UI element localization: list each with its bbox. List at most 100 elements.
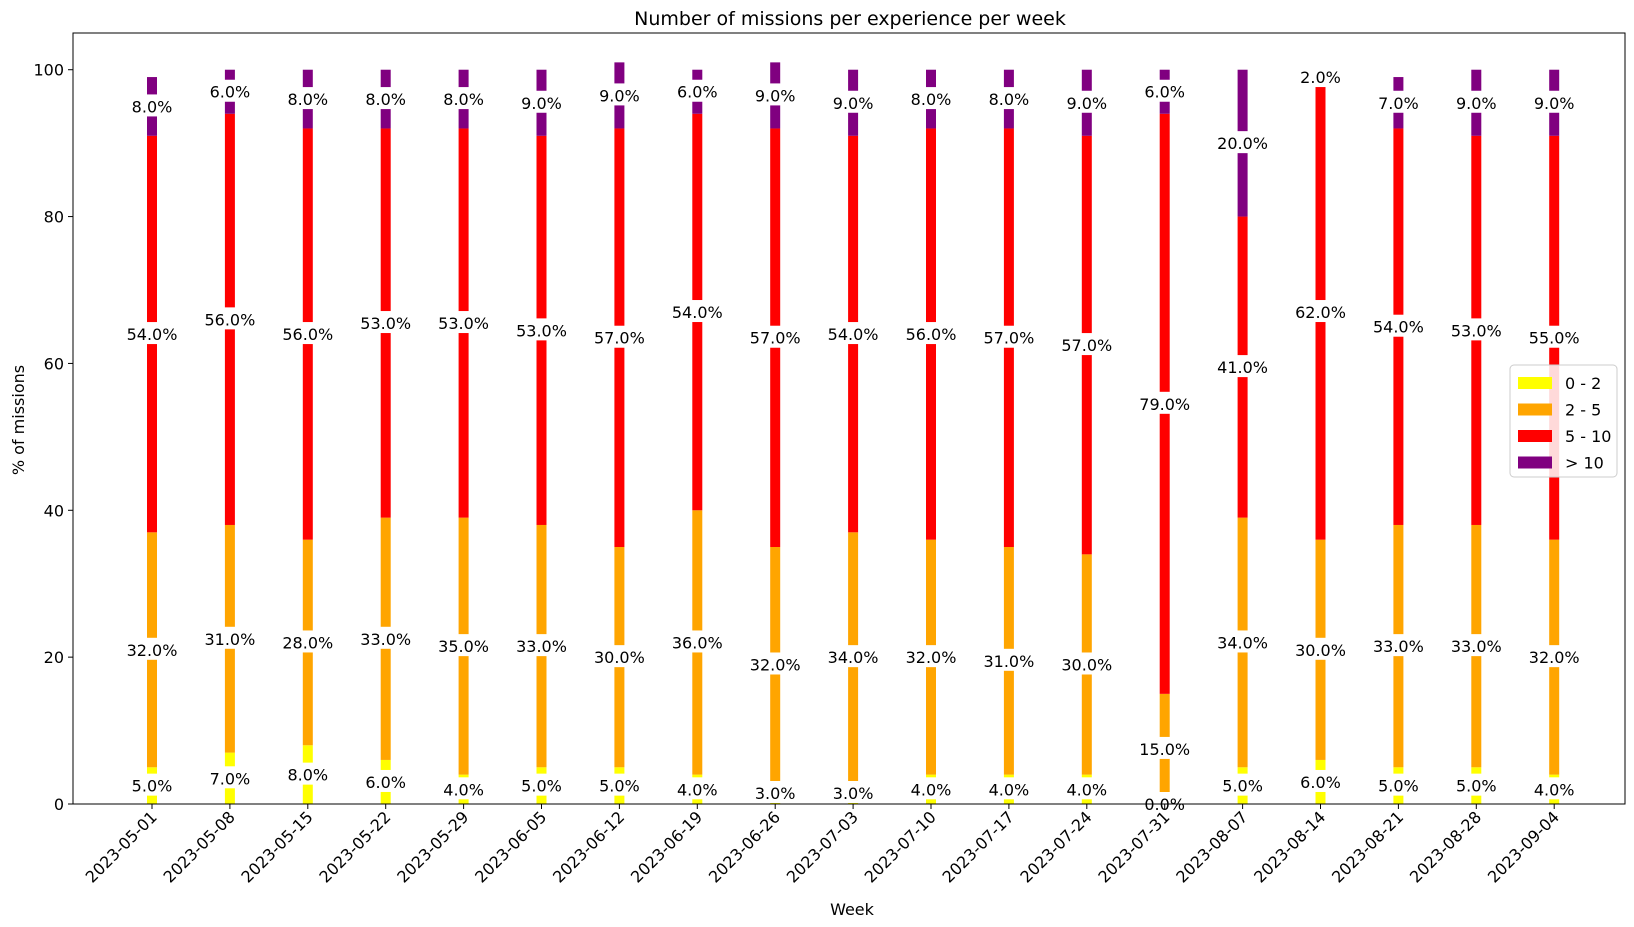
data-label-background bbox=[1450, 634, 1503, 657]
x-tick-label: 2023-05-08 bbox=[160, 807, 239, 886]
data-label: 5.0% bbox=[521, 777, 562, 796]
legend-swatch bbox=[1518, 377, 1552, 389]
data-label: 62.0% bbox=[1295, 303, 1346, 322]
data-label: 8.0% bbox=[287, 766, 328, 785]
data-label-background bbox=[826, 322, 880, 345]
data-label: 6.0% bbox=[1300, 773, 1341, 792]
data-label-background bbox=[286, 87, 330, 110]
data-label: 30.0% bbox=[594, 648, 645, 667]
data-label-background bbox=[1298, 769, 1343, 792]
data-label-background bbox=[519, 90, 564, 113]
data-label-background bbox=[1138, 736, 1191, 759]
data-label-background bbox=[987, 87, 1031, 110]
x-tick-label: 2023-06-05 bbox=[471, 807, 550, 886]
legend-swatch bbox=[1518, 403, 1552, 416]
data-label: 54.0% bbox=[828, 325, 879, 344]
data-label-background bbox=[359, 626, 412, 649]
data-label: 15.0% bbox=[1139, 740, 1190, 759]
data-label-background bbox=[1143, 792, 1187, 814]
data-label: 54.0% bbox=[127, 325, 178, 344]
legend-label: 5 - 10 bbox=[1565, 427, 1611, 446]
data-label: 57.0% bbox=[594, 329, 645, 348]
x-tick-label: 2023-06-12 bbox=[549, 807, 628, 886]
data-label: 5.0% bbox=[599, 777, 640, 796]
data-label: 57.0% bbox=[1061, 336, 1112, 355]
data-label-background bbox=[286, 762, 330, 785]
data-label-background bbox=[125, 322, 179, 345]
data-label: 4.0% bbox=[443, 780, 484, 799]
data-label-background bbox=[437, 634, 490, 657]
data-label-background bbox=[364, 87, 408, 110]
data-label-background bbox=[130, 94, 174, 117]
data-label-background bbox=[1065, 777, 1109, 800]
x-tick-label: 2023-06-26 bbox=[705, 807, 784, 886]
data-label-background bbox=[909, 777, 953, 800]
data-label-background bbox=[1376, 90, 1420, 113]
y-axis-label: % of missions bbox=[9, 365, 28, 475]
data-label-background bbox=[1216, 131, 1269, 154]
data-label: 4.0% bbox=[911, 780, 952, 799]
y-tick-label: 100 bbox=[33, 61, 64, 80]
data-label: 8.0% bbox=[911, 90, 952, 109]
data-label: 8.0% bbox=[443, 90, 484, 109]
data-label: 9.0% bbox=[1456, 94, 1497, 113]
data-label-background bbox=[1143, 79, 1187, 102]
data-label: 32.0% bbox=[750, 655, 801, 674]
data-label-background bbox=[1372, 634, 1425, 657]
data-label-background bbox=[826, 645, 880, 668]
x-axis-label: Week bbox=[830, 900, 875, 919]
data-label-background bbox=[748, 325, 802, 348]
data-label-background bbox=[359, 311, 412, 334]
data-label: 56.0% bbox=[906, 325, 957, 344]
data-label-background bbox=[208, 79, 252, 102]
data-label-background bbox=[1298, 65, 1343, 88]
data-label: 54.0% bbox=[1373, 318, 1424, 337]
data-label: 9.0% bbox=[833, 94, 874, 113]
data-label-background bbox=[753, 83, 797, 106]
x-tick-label: 2023-05-22 bbox=[315, 807, 394, 886]
data-label: 31.0% bbox=[983, 652, 1034, 671]
data-label-background bbox=[904, 645, 958, 668]
data-label-background bbox=[597, 83, 641, 106]
data-label-background bbox=[1454, 90, 1498, 113]
data-label: 4.0% bbox=[677, 780, 718, 799]
x-tick-label: 2023-05-29 bbox=[393, 807, 472, 886]
data-label-background bbox=[831, 90, 875, 113]
data-label: 32.0% bbox=[127, 641, 178, 660]
y-tick-label: 40 bbox=[44, 501, 64, 520]
data-label-background bbox=[125, 637, 179, 660]
data-label-background bbox=[904, 322, 958, 345]
data-label-background bbox=[442, 777, 486, 800]
bars-layer bbox=[147, 62, 1560, 804]
data-label-background bbox=[515, 634, 568, 657]
data-label: 20.0% bbox=[1217, 134, 1268, 153]
data-label-background bbox=[987, 777, 1031, 800]
data-label: 30.0% bbox=[1295, 641, 1346, 660]
data-label-background bbox=[442, 87, 486, 110]
x-tick-label: 2023-08-21 bbox=[1328, 807, 1407, 886]
data-label-background bbox=[597, 773, 641, 796]
data-label-background bbox=[515, 318, 568, 341]
data-label: 56.0% bbox=[204, 310, 255, 329]
legend-swatch bbox=[1518, 430, 1552, 442]
legend-box bbox=[1509, 364, 1618, 478]
data-label: 6.0% bbox=[210, 83, 251, 102]
data-label: 8.0% bbox=[132, 97, 173, 116]
data-label-background bbox=[1294, 300, 1347, 323]
data-label-background bbox=[675, 79, 719, 102]
data-label-background bbox=[281, 630, 335, 653]
data-label: 34.0% bbox=[828, 648, 879, 667]
data-label: 5.0% bbox=[1378, 777, 1419, 796]
data-label: 30.0% bbox=[1061, 655, 1112, 674]
legend-swatch bbox=[1518, 456, 1552, 469]
data-label-background bbox=[1060, 333, 1114, 356]
legend: 0 - 2 2 - 5 5 - 10 > 10 bbox=[1509, 364, 1618, 478]
data-label: 33.0% bbox=[516, 637, 567, 656]
data-label-background bbox=[1216, 630, 1269, 653]
data-label: 8.0% bbox=[287, 90, 328, 109]
data-label-background bbox=[1532, 777, 1576, 800]
data-label: 34.0% bbox=[1217, 633, 1268, 652]
data-label: 5.0% bbox=[1222, 777, 1263, 796]
data-label: 6.0% bbox=[677, 83, 718, 102]
data-label-background bbox=[1450, 318, 1503, 341]
